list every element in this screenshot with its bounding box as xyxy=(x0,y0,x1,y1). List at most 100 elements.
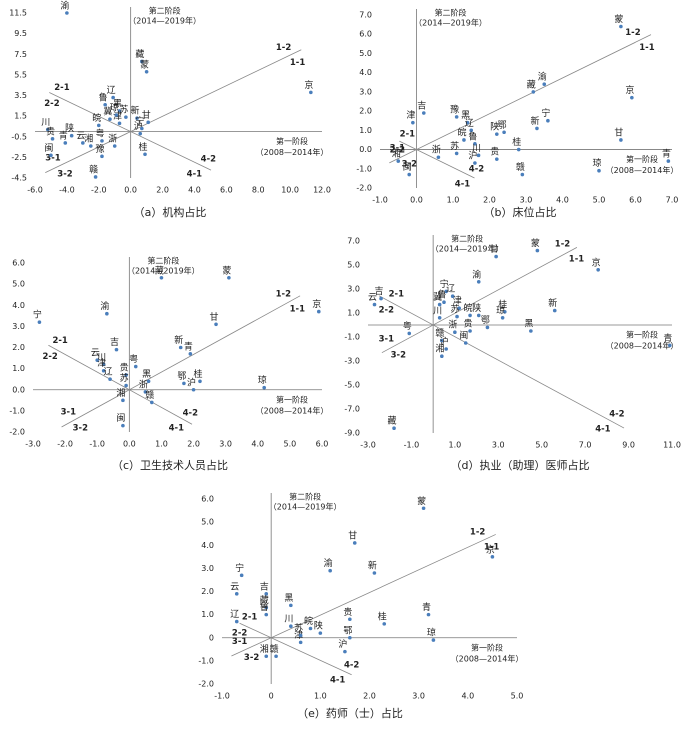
point xyxy=(262,385,267,390)
x-tick-label: 1.0 xyxy=(314,692,327,701)
point xyxy=(234,619,239,624)
point xyxy=(49,153,53,158)
point-label: 辽 xyxy=(465,118,474,129)
y-tick-label: 3.0 xyxy=(347,285,360,294)
point xyxy=(69,133,74,138)
point-label: 赣 xyxy=(516,161,525,173)
region-label: 2-1 xyxy=(54,83,69,93)
point-label: 津 xyxy=(294,630,303,641)
x-tick-label: 1.0 xyxy=(447,196,460,205)
point xyxy=(112,144,117,148)
point-label: 赣 xyxy=(435,327,444,339)
point xyxy=(328,568,332,573)
point xyxy=(298,640,303,645)
point xyxy=(444,347,448,351)
region-label: 2-2 xyxy=(379,305,394,315)
point xyxy=(529,329,533,333)
region-label: 3-1 xyxy=(61,408,76,418)
point-label: 京 xyxy=(486,543,495,555)
point-label: 新 xyxy=(368,560,377,572)
point xyxy=(105,311,109,316)
region-label: 2-1 xyxy=(52,336,67,346)
rising-line xyxy=(45,49,302,173)
point-label: 辽 xyxy=(104,367,113,378)
point-label: 宁 xyxy=(135,115,144,127)
point-label: 琼 xyxy=(496,304,505,316)
region-label: 4-2 xyxy=(469,165,484,175)
point-label: 琼 xyxy=(427,627,436,639)
point xyxy=(138,131,143,136)
point xyxy=(234,592,239,596)
point xyxy=(159,275,164,280)
rising-line xyxy=(381,247,578,354)
point xyxy=(182,381,186,386)
x-tick-label: 5.0 xyxy=(284,440,297,449)
point-label: 沪 xyxy=(338,638,347,650)
point-label: 甘 xyxy=(142,109,151,121)
point xyxy=(468,313,472,318)
x-tick-label: -1.0 xyxy=(214,692,230,701)
point xyxy=(117,121,122,126)
point xyxy=(264,592,269,596)
point xyxy=(379,296,383,301)
point-label: 吉 xyxy=(417,101,426,112)
x-tick-label: 0.0 xyxy=(124,186,137,195)
point-label: 贵 xyxy=(46,125,55,137)
panel: -3.0 -1.0 1.0 3.0 5.0 7.0 9.0 11.0 -9.0 -7.0 -5.0 -… xyxy=(344,234,681,473)
y-axis-title: 第二阶段 xyxy=(147,256,179,266)
region-label: 1-1 xyxy=(290,58,305,68)
region-label: 1-2 xyxy=(555,240,570,250)
point-label: 冀 xyxy=(103,106,112,118)
region-label: 4-2 xyxy=(183,409,198,419)
point xyxy=(37,320,42,324)
point xyxy=(108,117,112,122)
point-label: 青 xyxy=(422,601,431,613)
y-tick-label: -9.0 xyxy=(344,429,360,438)
y-tick-label: 7.0 xyxy=(347,237,360,246)
point-label: 渝 xyxy=(60,0,69,12)
point xyxy=(411,120,415,125)
x-axis-title: 第一阶段 xyxy=(626,330,658,340)
point-label: 川 xyxy=(97,353,106,363)
x-tick-label: 10.0 xyxy=(281,186,299,195)
point xyxy=(191,387,196,392)
point xyxy=(469,128,474,133)
x-tick-label: 6.0 xyxy=(220,186,233,195)
region-label: 1-2 xyxy=(276,289,291,299)
point-label: 宁 xyxy=(440,278,449,290)
x-tick-label: 2.0 xyxy=(363,692,376,701)
y-axis-note: （2014—2019年） xyxy=(269,502,342,512)
falling-line xyxy=(49,92,212,171)
point xyxy=(490,555,495,559)
point-label: 粤 xyxy=(403,320,412,332)
point-label: 辽 xyxy=(446,284,455,295)
point-label: 鄂 xyxy=(481,315,490,326)
x-tick-label: 3.0 xyxy=(520,196,533,205)
point-label: 宁 xyxy=(33,309,42,321)
point-label: 云 xyxy=(368,293,377,303)
y-tick-label: 5.5 xyxy=(14,70,27,79)
point-label: 青 xyxy=(59,129,68,141)
point-label: 渝 xyxy=(472,268,481,280)
x-tick-label: 2.0 xyxy=(483,196,496,205)
point-label: 贵 xyxy=(120,361,129,373)
y-axis-note: （2014—2019年） xyxy=(127,266,200,276)
point xyxy=(495,132,499,136)
x-tick-label: 5.0 xyxy=(593,196,606,205)
x-tick-label: 12.0 xyxy=(313,186,331,195)
point-label: 闽 xyxy=(459,330,468,342)
point xyxy=(462,138,466,142)
point-label: 琼 xyxy=(592,157,601,169)
region-label: 2-1 xyxy=(400,130,415,140)
x-tick-label: 1.0 xyxy=(155,440,168,449)
point-label: 桂 xyxy=(498,298,507,310)
x-tick-label: 3.0 xyxy=(412,692,425,701)
y-tick-label: -0.5 xyxy=(11,132,27,141)
point xyxy=(454,115,459,119)
y-tick-label: 3.5 xyxy=(14,91,27,100)
point-label: 鲁 xyxy=(99,91,108,103)
point xyxy=(121,423,125,428)
region-label: 3-1 xyxy=(232,637,247,647)
point xyxy=(348,617,352,622)
